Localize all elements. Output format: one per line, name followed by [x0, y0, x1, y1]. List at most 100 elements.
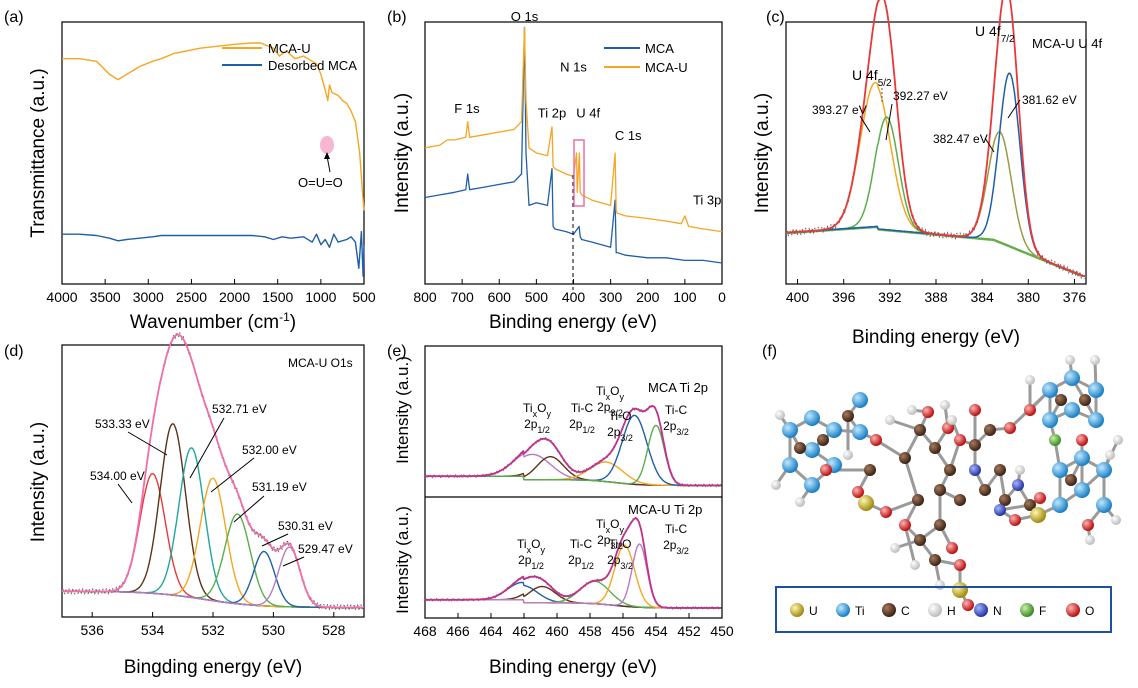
component-label-line2: 2p1/2 [518, 553, 544, 571]
legend-label-mca-u-b: MCA-U [645, 60, 688, 75]
component-label-line2: 2p3/2 [663, 419, 689, 437]
component-label-line1: Ti-C [571, 401, 594, 415]
panel-e-top-y-label: Intensity (a.u.) [393, 356, 412, 464]
panel-e-label: (e) [387, 343, 407, 360]
envelope-line [424, 517, 722, 609]
component-line-1 [61, 423, 364, 609]
panel-c-x-tick-label: 388 [924, 289, 948, 305]
atom-o [1009, 514, 1021, 526]
legend-atom-h-label: H [947, 604, 956, 618]
peak-label-f-1s: F 1s [454, 101, 480, 116]
atom-h [1113, 435, 1123, 445]
panel-b-x-ticks: 800 700 600 500 400 300 200 100 0 [413, 279, 726, 305]
panel-f: (f) U Ti C H N F O [762, 343, 1123, 633]
atom-ti [782, 457, 798, 473]
atom-o [1082, 519, 1094, 531]
component-label-line1: TixOy [523, 401, 551, 419]
atom-o [852, 486, 864, 498]
molecular-structure [771, 355, 1123, 611]
atom-o [870, 434, 882, 446]
atom-c [1024, 499, 1036, 511]
atom-o [969, 404, 981, 416]
peak-label-u-4f: U 4f [576, 106, 600, 121]
envelope-line [424, 405, 722, 487]
atom-ti [1064, 402, 1080, 418]
component-label-line1: Ti-C [665, 522, 688, 536]
legend-atom-o-swatch [1066, 603, 1080, 617]
panel-c-x-tick-label: 400 [786, 289, 810, 305]
atom-c [1065, 474, 1077, 486]
panel-d-title: MCA-U O1s [288, 356, 353, 370]
panel-a: (a) 4000 3500 3000 2500 2000 1500 1000 500 Wave… [4, 9, 376, 333]
atom-c [1079, 394, 1091, 406]
atom-h [1085, 535, 1095, 545]
label-381-62: 381.62 eV [1022, 93, 1077, 107]
panel-b-x-tick-label: 300 [599, 289, 623, 305]
series-line-mca-u [62, 42, 365, 211]
legend-atom-c-swatch [882, 603, 896, 617]
atom-o [922, 406, 934, 418]
atom-ti [1042, 412, 1058, 428]
peak-label-ti-3p: Ti 3p [693, 193, 721, 208]
legend-label-mca-u: MCA-U [268, 41, 311, 56]
panel-d-x-tick-label: 530 [262, 622, 286, 638]
atom-c [912, 494, 924, 506]
peak-label-530-31-eV: 530.31 eV [278, 519, 333, 533]
atom-c [899, 452, 911, 464]
panel-e-x-tick-label: 454 [644, 623, 668, 639]
annotation-o-u-o: O=U=O [298, 175, 343, 190]
component-label-line1: TixOy [596, 517, 624, 535]
panel-d-x-ticks: 536 534 532 530 528 [81, 612, 346, 638]
panel-b-legend: MCA MCA-U [604, 41, 688, 75]
u4f-highlight-box [573, 139, 585, 207]
atom-h [1111, 515, 1121, 525]
panel-d-x-tick-label: 534 [141, 622, 165, 638]
panel-d-x-tick-label: 528 [322, 622, 346, 638]
peak-label-c-1s: C 1s [615, 128, 642, 143]
atom-u [858, 495, 874, 511]
atom-o [1034, 492, 1046, 504]
atom-h [1065, 355, 1075, 365]
atom-c [914, 534, 926, 546]
label-382-47: 382.47 eV [933, 132, 988, 146]
series-line-mca-u [424, 26, 723, 233]
peak-label-o-1s: O 1s [511, 9, 539, 24]
atom-c [817, 434, 829, 446]
atom-ti [1088, 382, 1104, 398]
atom-o [946, 542, 958, 554]
atom-ti [1096, 462, 1112, 478]
atom-o [880, 506, 892, 518]
legend-label-mca: MCA [645, 41, 674, 56]
label-393-27: 393.27 eV [812, 103, 867, 117]
panel-e-x-ticks: 468 466 464 462 460 458 456 454 452 450 [413, 613, 734, 639]
atom-c [929, 554, 941, 566]
atom-h [1105, 450, 1115, 460]
atom-h [947, 415, 957, 425]
atom-c [969, 439, 981, 451]
atom-ti [1052, 497, 1068, 513]
atom-o [942, 422, 954, 434]
panel-d-x-tick-label: 536 [81, 622, 105, 638]
component-label-line2: 2p3/2 [597, 533, 623, 551]
panel-b-x-tick-label: 100 [673, 289, 697, 305]
legend-atom-c-label: C [901, 604, 910, 618]
atom-h [935, 580, 945, 590]
atom-o [954, 559, 966, 571]
panel-a-x-tick-label: 3000 [133, 289, 164, 305]
panel-b-x-tick-label: 700 [450, 289, 474, 305]
panel-b-peak-labels: O 1s F 1s Ti 2p N 1s U 4f C 1s Ti 3p [454, 9, 721, 207]
atom-ti [852, 392, 868, 408]
atom-h [843, 450, 853, 460]
arrow-392-27 [885, 103, 893, 141]
panel-e-x-label: Binding energy (eV) [489, 657, 657, 678]
legend-atom-n-label: N [993, 604, 1002, 618]
atom-ti [1052, 462, 1068, 478]
legend-atom-u-swatch [790, 603, 804, 617]
atom-o [962, 599, 974, 611]
panel-e-x-tick-label: 466 [446, 623, 470, 639]
panel-c: (c) 400 396 392 388 384 380 376 MCA-U U 4f U 4… [752, 0, 1102, 348]
atom-ti [1042, 382, 1058, 398]
legend-atom-ti-swatch [836, 603, 850, 617]
atom-ti [804, 442, 820, 458]
atom-ti [852, 424, 868, 440]
